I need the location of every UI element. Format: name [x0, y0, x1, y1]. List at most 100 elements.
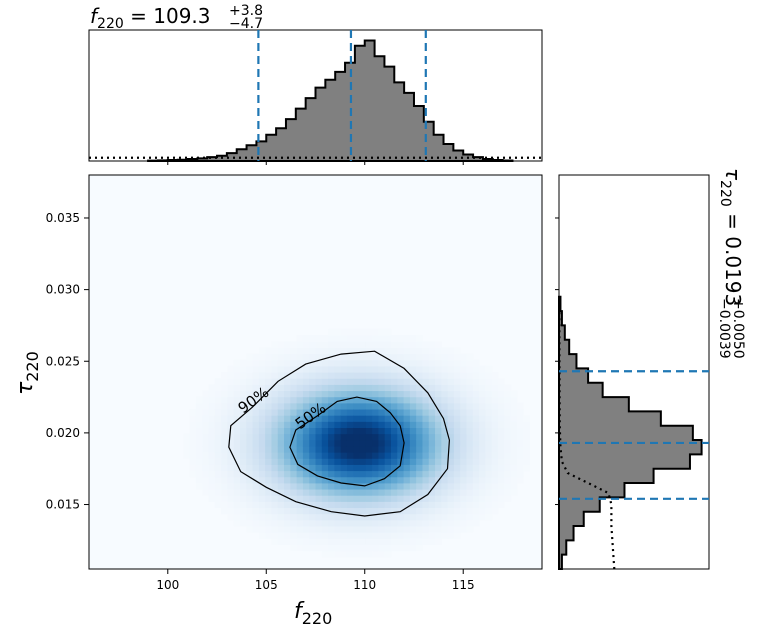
- heat-cell: [510, 470, 518, 478]
- heat-cell: [290, 396, 298, 404]
- heat-cell: [302, 341, 310, 348]
- heat-cell: [466, 513, 474, 521]
- heat-cell: [233, 476, 241, 484]
- heat-cell: [258, 402, 266, 410]
- heat-cell: [315, 378, 323, 385]
- heat-cell: [460, 421, 468, 429]
- heat-cell: [271, 378, 279, 385]
- heat-cell: [372, 335, 380, 342]
- heat-cell: [435, 347, 442, 355]
- heat-cell: [233, 464, 241, 472]
- heat-cell: [435, 384, 442, 392]
- heat-cell: [346, 433, 354, 441]
- heat-cell: [296, 476, 304, 484]
- heat-cell: [447, 513, 455, 521]
- heat-cell: [372, 550, 380, 558]
- heat-cell: [246, 507, 254, 515]
- heat-cell: [365, 550, 373, 558]
- heat-cell: [240, 402, 247, 410]
- heat-cell: [353, 359, 361, 367]
- heat-cell: [504, 445, 512, 453]
- heat-cell: [265, 507, 273, 515]
- heat-cell: [271, 513, 279, 521]
- heat-cell: [290, 372, 298, 379]
- heat-cell: [409, 402, 417, 410]
- heat-cell: [435, 433, 442, 441]
- heat-cell: [346, 501, 354, 509]
- heat-cell: [258, 532, 266, 539]
- heat-cell: [227, 402, 235, 410]
- heat-cell: [328, 415, 335, 422]
- heat-cell: [258, 427, 266, 435]
- heat-cell: [346, 538, 354, 545]
- heat-cell: [346, 384, 354, 392]
- heat-cell: [302, 359, 310, 367]
- heat-cell: [365, 488, 373, 496]
- heat-cell: [504, 427, 512, 435]
- heat-cell: [403, 476, 411, 484]
- heat-cell: [359, 328, 367, 336]
- heat-cell: [403, 458, 411, 465]
- heat-cell: [290, 495, 298, 502]
- heat-cell: [183, 452, 191, 459]
- heat-cell: [422, 433, 430, 441]
- heat-cell: [309, 359, 317, 367]
- heat-cell: [422, 402, 430, 410]
- heat-cell: [409, 513, 417, 521]
- heat-cell: [365, 538, 373, 545]
- heat-cell: [296, 347, 304, 355]
- heat-cell: [290, 408, 298, 416]
- heat-cell: [271, 470, 279, 478]
- heat-cell: [334, 415, 342, 422]
- heat-cell: [391, 427, 398, 435]
- heat-cell: [353, 495, 361, 502]
- heat-cell: [340, 415, 348, 422]
- heat-cell: [189, 439, 197, 447]
- heat-cell: [346, 396, 354, 404]
- heat-cell: [258, 415, 266, 422]
- heat-cell: [378, 501, 386, 509]
- heat-cell: [309, 341, 317, 348]
- heat-cell: [504, 470, 512, 478]
- heat-cell: [284, 464, 291, 472]
- heat-cell: [447, 427, 455, 435]
- heat-cell: [384, 445, 392, 453]
- heat-cell: [491, 507, 499, 515]
- heat-cell: [453, 433, 461, 441]
- heat-cell: [359, 353, 367, 361]
- heat-cell: [258, 525, 266, 533]
- heat-cell: [365, 415, 373, 422]
- heat-cell: [365, 452, 373, 459]
- heat-cell: [296, 538, 304, 545]
- heat-cell: [466, 445, 474, 453]
- heat-cell: [246, 525, 254, 533]
- heat-cell: [277, 445, 285, 453]
- heat-cell: [479, 488, 486, 496]
- heat-cell: [472, 378, 480, 385]
- heat-cell: [290, 488, 298, 496]
- heat-cell: [202, 421, 210, 429]
- heat-cell: [359, 390, 367, 398]
- heat-cell: [378, 458, 386, 465]
- heat-cell: [221, 470, 229, 478]
- heat-cell: [472, 482, 480, 490]
- heat-cell: [485, 390, 493, 398]
- heat-cell: [334, 408, 342, 416]
- heat-cell: [428, 341, 436, 348]
- heat-cell: [397, 396, 405, 404]
- heat-cell: [378, 347, 386, 355]
- heat-cell: [309, 408, 317, 416]
- heat-cell: [416, 396, 424, 404]
- heat-cell: [378, 415, 386, 422]
- heat-cell: [346, 532, 354, 539]
- heat-cell: [189, 408, 197, 416]
- heat-cell: [328, 525, 335, 533]
- heat-cell: [265, 464, 273, 472]
- heat-cell: [428, 495, 436, 502]
- heat-cell: [441, 384, 449, 392]
- heat-cell: [328, 439, 335, 447]
- heat-cell: [340, 445, 348, 453]
- heat-cell: [258, 439, 266, 447]
- heat-cell: [428, 458, 436, 465]
- heat-cell: [271, 445, 279, 453]
